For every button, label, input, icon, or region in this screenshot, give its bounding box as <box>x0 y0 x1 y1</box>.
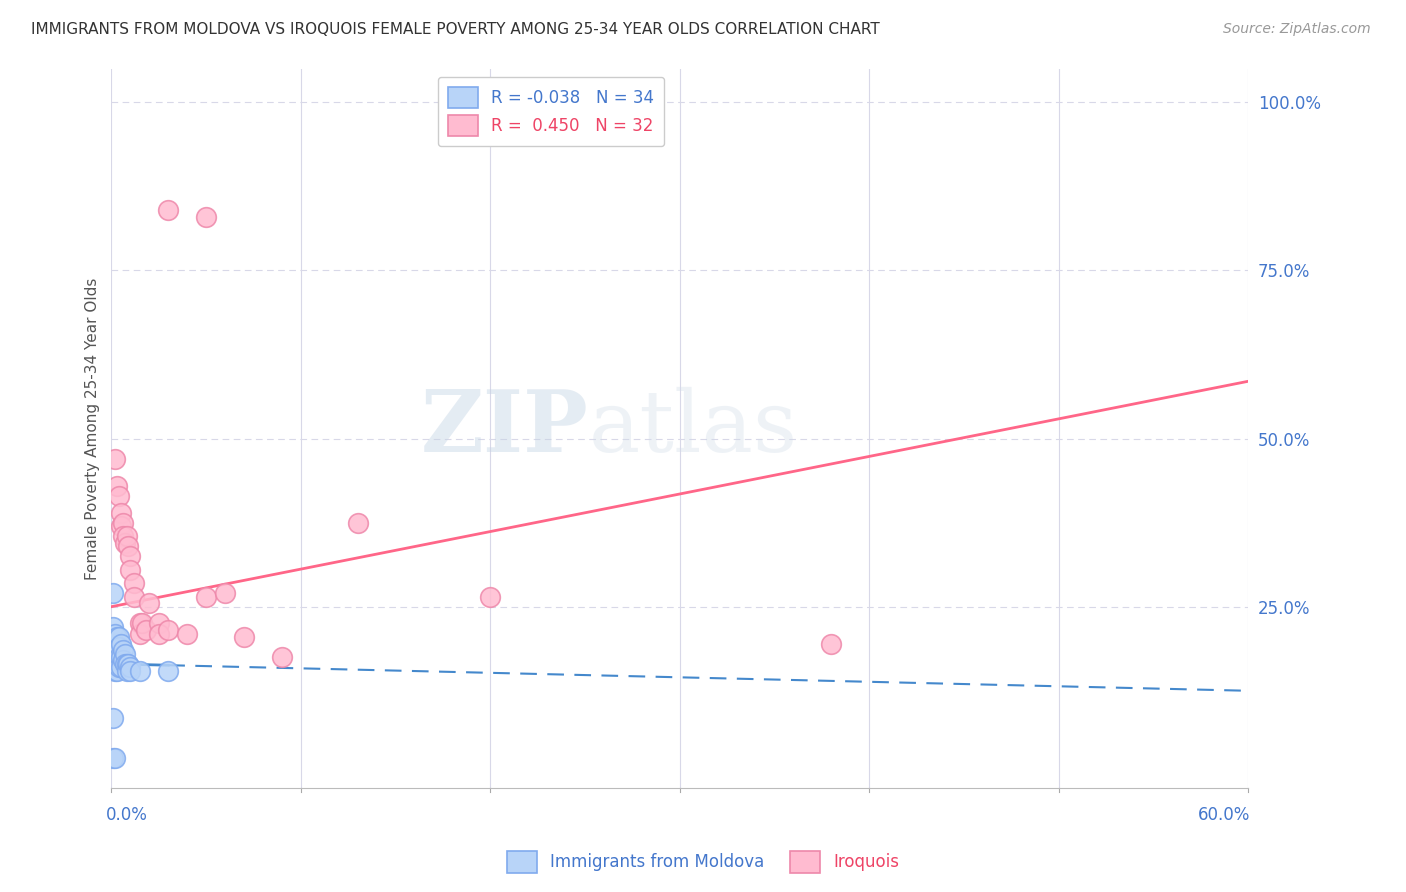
Point <box>157 202 180 217</box>
Point <box>108 489 131 503</box>
Point <box>117 657 139 671</box>
Point <box>115 664 138 678</box>
Point <box>104 637 127 651</box>
Point <box>195 590 218 604</box>
Point <box>108 640 131 654</box>
Point <box>114 657 136 671</box>
Point <box>104 647 127 661</box>
Point <box>110 650 132 665</box>
Point <box>104 451 127 466</box>
Point <box>479 590 502 604</box>
Point <box>103 711 125 725</box>
Text: ZIP: ZIP <box>420 386 589 470</box>
Text: atlas: atlas <box>589 387 797 470</box>
Point <box>114 535 136 549</box>
Point <box>122 590 145 604</box>
Point <box>110 519 132 533</box>
Point <box>117 539 139 553</box>
Point <box>138 596 160 610</box>
Point <box>214 586 236 600</box>
Legend: Immigrants from Moldova, Iroquois: Immigrants from Moldova, Iroquois <box>501 845 905 880</box>
Point <box>104 751 127 765</box>
Point <box>103 751 125 765</box>
Point <box>111 529 134 543</box>
Legend: R = -0.038   N = 34, R =  0.450   N = 32: R = -0.038 N = 34, R = 0.450 N = 32 <box>439 77 664 146</box>
Text: Source: ZipAtlas.com: Source: ZipAtlas.com <box>1223 22 1371 37</box>
Text: 0.0%: 0.0% <box>105 806 148 824</box>
Point <box>120 664 142 678</box>
Point <box>103 637 125 651</box>
Point <box>103 650 125 665</box>
Point <box>105 643 128 657</box>
Point <box>148 616 170 631</box>
Point <box>108 650 131 665</box>
Point <box>176 626 198 640</box>
Point <box>110 660 132 674</box>
Point <box>115 529 138 543</box>
Point <box>105 653 128 667</box>
Point <box>104 657 127 671</box>
Point <box>820 637 842 651</box>
Point <box>128 616 150 631</box>
Text: IMMIGRANTS FROM MOLDOVA VS IROQUOIS FEMALE POVERTY AMONG 25-34 YEAR OLDS CORRELA: IMMIGRANTS FROM MOLDOVA VS IROQUOIS FEMA… <box>31 22 880 37</box>
Point <box>108 660 131 674</box>
Point <box>111 516 134 530</box>
Point <box>120 660 142 674</box>
Point <box>114 647 136 661</box>
Point <box>110 637 132 651</box>
Point <box>105 664 128 678</box>
Point <box>108 630 131 644</box>
Point <box>105 478 128 492</box>
Text: 60.0%: 60.0% <box>1198 806 1250 824</box>
Point <box>270 650 292 665</box>
Point <box>104 664 127 678</box>
Point <box>128 664 150 678</box>
Y-axis label: Female Poverty Among 25-34 Year Olds: Female Poverty Among 25-34 Year Olds <box>86 277 100 580</box>
Point <box>157 624 180 638</box>
Point <box>111 643 134 657</box>
Point <box>105 630 128 644</box>
Point <box>120 549 142 564</box>
Point <box>115 657 138 671</box>
Point <box>233 630 256 644</box>
Point <box>122 576 145 591</box>
Point <box>157 664 180 678</box>
Point <box>131 616 153 631</box>
Point <box>103 586 125 600</box>
Point <box>104 626 127 640</box>
Point <box>134 624 156 638</box>
Point <box>110 506 132 520</box>
Point <box>111 653 134 667</box>
Point <box>128 626 150 640</box>
Point <box>346 516 368 530</box>
Point <box>195 210 218 224</box>
Point <box>148 626 170 640</box>
Point <box>120 563 142 577</box>
Point <box>103 620 125 634</box>
